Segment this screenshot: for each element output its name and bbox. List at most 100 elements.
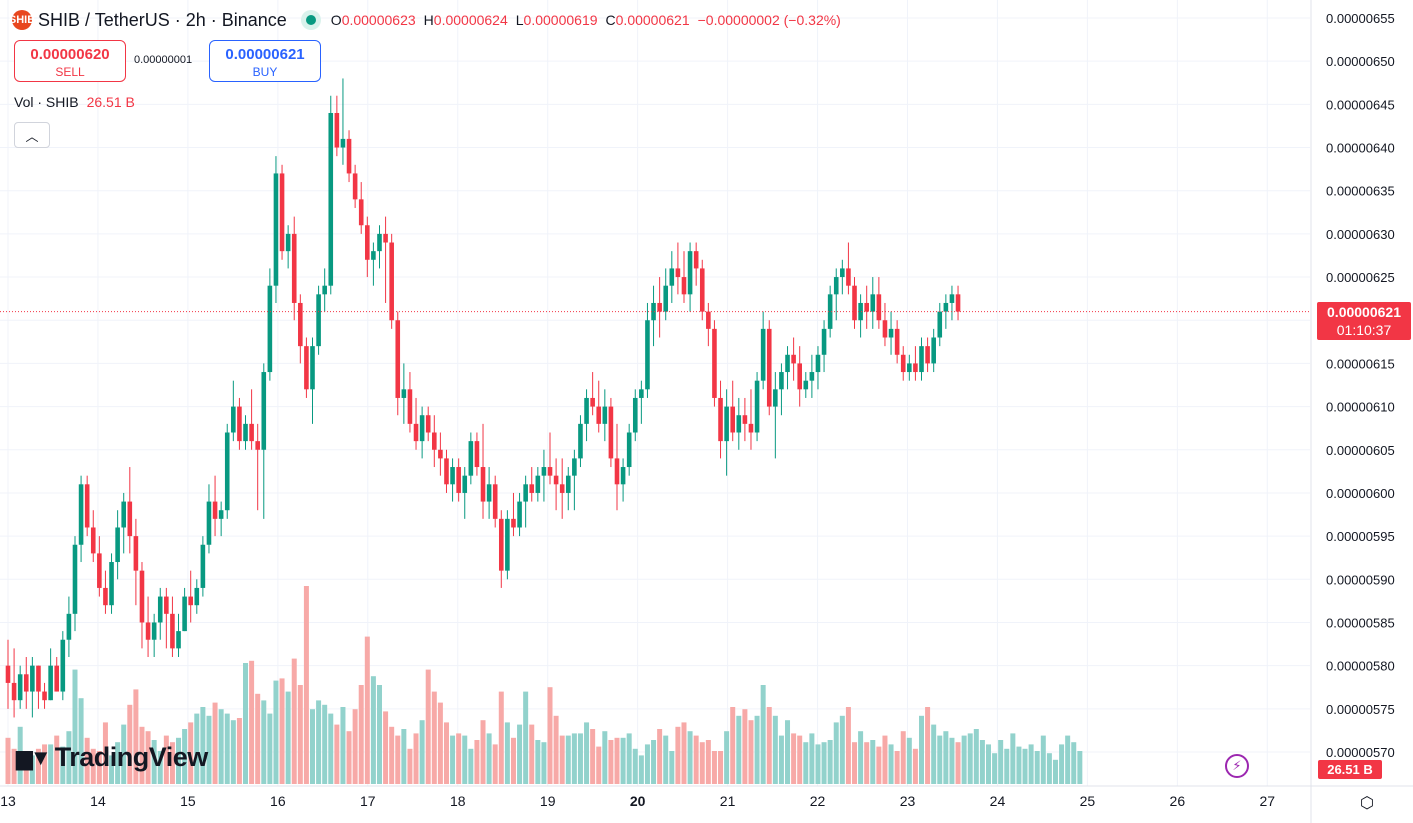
candle [626,423,632,476]
candle-body [109,562,114,606]
settings-icon[interactable]: ⬡ [1360,795,1374,812]
volume-bar [766,707,772,784]
volume-bar [839,715,845,784]
candle-body [115,527,120,563]
candle-body [565,475,571,493]
candle [273,156,279,303]
candle-body [675,268,681,278]
candle [632,389,638,442]
candle [724,389,729,476]
candle-body [809,372,815,381]
candle-body [840,268,845,278]
sell-price: 0.00000620 [30,46,110,63]
candle-body [894,328,900,355]
volume-bar [894,751,900,784]
candle-body [870,294,876,312]
candle-body [340,138,346,148]
candle-body [255,441,260,450]
collapse-legend-button[interactable]: ︿ [14,122,50,148]
candle [754,372,760,442]
time-tick-label: 19 [540,793,556,809]
candle-body [626,432,632,468]
volume-bar [791,733,797,784]
tradingview-logo[interactable]: ▆▼ TradingView [16,742,208,773]
candle [492,475,498,528]
candle [224,423,230,519]
volume-bar [218,709,224,784]
volume-bar [29,755,35,784]
candle [858,294,863,338]
candle [90,510,96,563]
buy-button[interactable]: 0.00000621 BUY [209,40,321,82]
volume-bar [303,586,309,784]
volume-bar [66,731,72,784]
candle [559,458,565,519]
spread-value: 0.00000001 [134,54,193,66]
candle [578,415,583,468]
chevron-up-icon: ︿ [25,128,39,144]
volume-bar [206,715,212,784]
price-tick-label: 0.00000595 [1326,529,1395,544]
candle [212,475,218,537]
volume-bar [626,733,632,784]
time-tick-label: 23 [900,793,916,809]
candle [413,397,419,450]
candle [322,268,327,312]
candle [328,95,334,295]
sell-button[interactable]: 0.00000620 SELL [14,40,126,82]
volume-bar [967,733,973,784]
volume-bar [176,737,182,784]
candle-body [103,587,108,606]
candle [803,372,809,398]
candle-body [730,406,736,433]
volume-bar [72,669,78,784]
candle-body [748,423,754,433]
candle [614,423,620,511]
candle [913,346,918,381]
volume-bar [748,720,754,784]
symbol-title[interactable]: SHIB / TetherUS · 2h · Binance [38,9,287,30]
volume-bar [852,742,858,784]
volume-bar [870,740,876,784]
candle-body [517,501,522,528]
price-tick-label: 0.00000635 [1326,184,1395,199]
volume-legend[interactable]: Vol · SHIB 26.51 B [14,94,135,110]
lightning-icon[interactable]: ⚡ [1225,754,1249,778]
candle [596,380,602,433]
volume-bar [395,735,401,784]
volume-bar [389,726,395,784]
candle-body [785,354,790,373]
candle-body [651,302,656,321]
volume-bar [973,729,979,784]
volume-bar [1022,748,1028,784]
candle-body [584,397,589,424]
candle-body [346,138,352,174]
candle-body [937,311,943,338]
candle-body [182,596,187,632]
candle-body [931,337,936,364]
volume-bar [60,746,66,784]
candle [334,95,340,157]
candle [188,570,193,623]
price-tick-label: 0.00000575 [1326,702,1395,717]
volume-bar [1016,746,1022,784]
candle-body [352,173,358,200]
volume-bar [407,748,413,784]
candle [742,397,748,442]
candle [206,484,212,554]
candle [194,579,200,614]
volume-bar [1071,742,1077,784]
volume-bar [54,735,60,784]
volume-bar [310,709,315,784]
volume-bar [157,751,163,784]
candle [840,259,845,295]
candle [164,587,169,649]
candle-body [511,518,516,528]
candle [48,648,53,701]
candle [456,458,461,502]
volume-bar [523,691,529,784]
volume-bar [102,722,108,784]
volume-bar [261,700,267,784]
time-tick-label: 24 [990,793,1006,809]
